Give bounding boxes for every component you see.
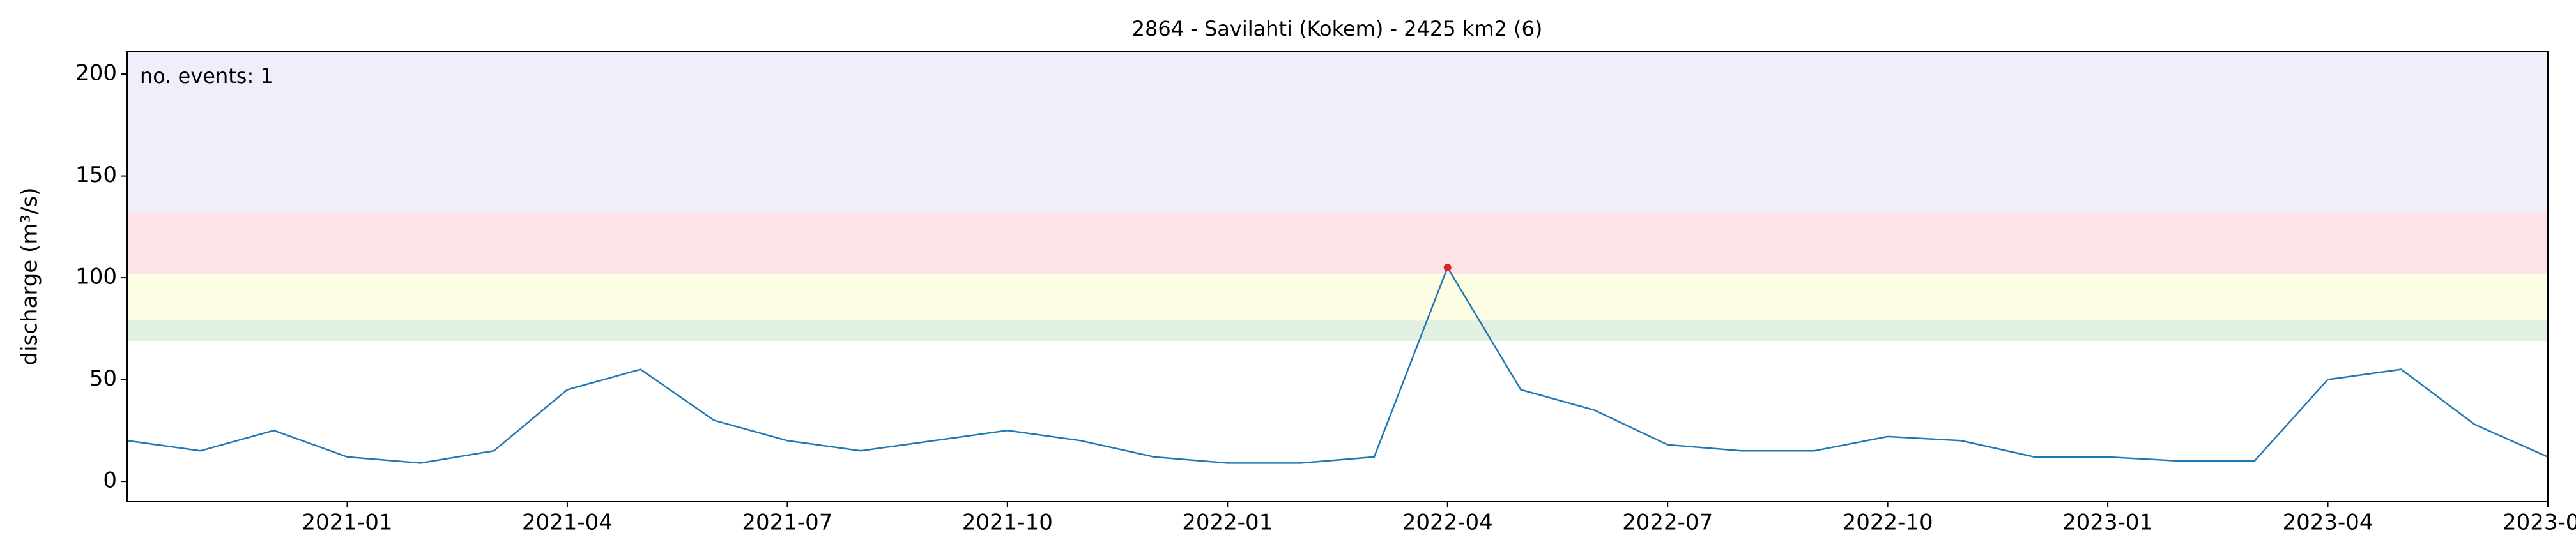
x-tick-label: 2021-10 xyxy=(962,510,1053,536)
y-tick-label: 50 xyxy=(89,366,117,391)
x-tick-label: 2021-04 xyxy=(522,510,613,536)
y-tick-label: 0 xyxy=(103,468,117,493)
x-tick-label: 2022-04 xyxy=(1402,510,1493,536)
x-tick-label: 2022-01 xyxy=(1182,510,1273,536)
x-tick-label: 2023-04 xyxy=(2283,510,2373,536)
event-marker xyxy=(1443,264,1452,272)
threshold-band xyxy=(127,213,2548,274)
y-tick-label: 150 xyxy=(75,162,117,188)
x-tick-label: 2022-07 xyxy=(1622,510,1713,536)
threshold-band xyxy=(127,52,2548,213)
plot-frame xyxy=(126,51,2549,502)
x-tick-label: 2023-07 xyxy=(2503,510,2576,536)
y-tick-label: 100 xyxy=(75,264,117,290)
threshold-band xyxy=(127,273,2548,321)
y-tick-label: 200 xyxy=(75,61,117,86)
threshold-band xyxy=(127,320,2548,341)
y-axis-label: discharge (m³/s) xyxy=(17,188,43,366)
discharge-line xyxy=(126,266,2549,464)
x-tick-label: 2022-10 xyxy=(1843,510,1933,536)
x-tick-label: 2021-07 xyxy=(742,510,832,536)
x-tick-label: 2023-01 xyxy=(2062,510,2153,536)
chart-title: 2864 - Savilahti (Kokem) - 2425 km2 (6) xyxy=(1132,17,1543,41)
x-tick-label: 2021-01 xyxy=(302,510,392,536)
annotation: no. events: 1 xyxy=(140,64,273,88)
